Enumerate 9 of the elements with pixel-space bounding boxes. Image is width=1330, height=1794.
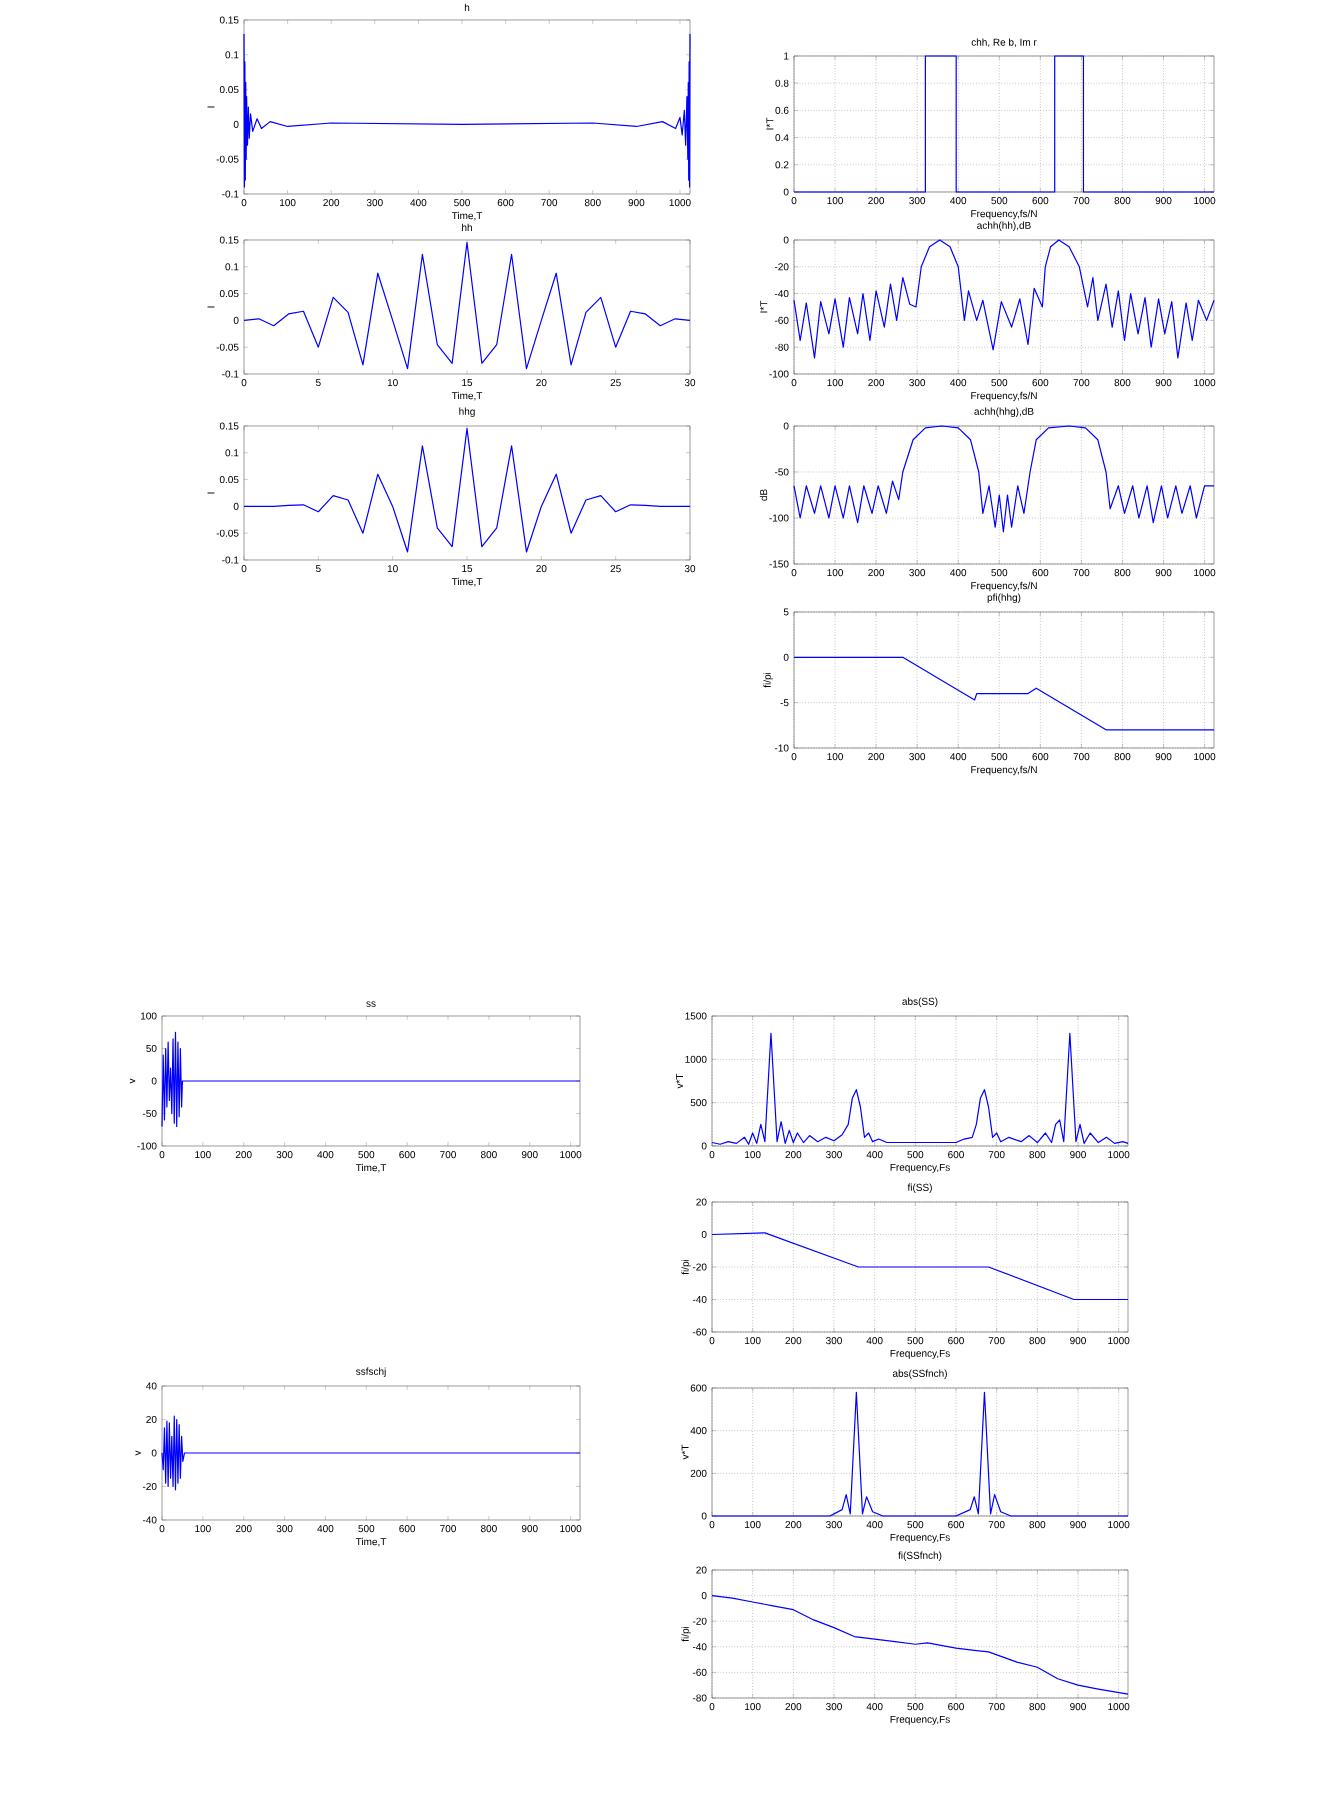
line-series [243, 242, 691, 370]
line-series [793, 239, 1215, 359]
line-series [793, 425, 1215, 533]
line-series [711, 1232, 1129, 1301]
line-series [161, 1415, 581, 1491]
line-series [711, 1595, 1129, 1695]
line-series [243, 33, 691, 188]
line-series [161, 1031, 581, 1128]
line-series [711, 1391, 1129, 1517]
